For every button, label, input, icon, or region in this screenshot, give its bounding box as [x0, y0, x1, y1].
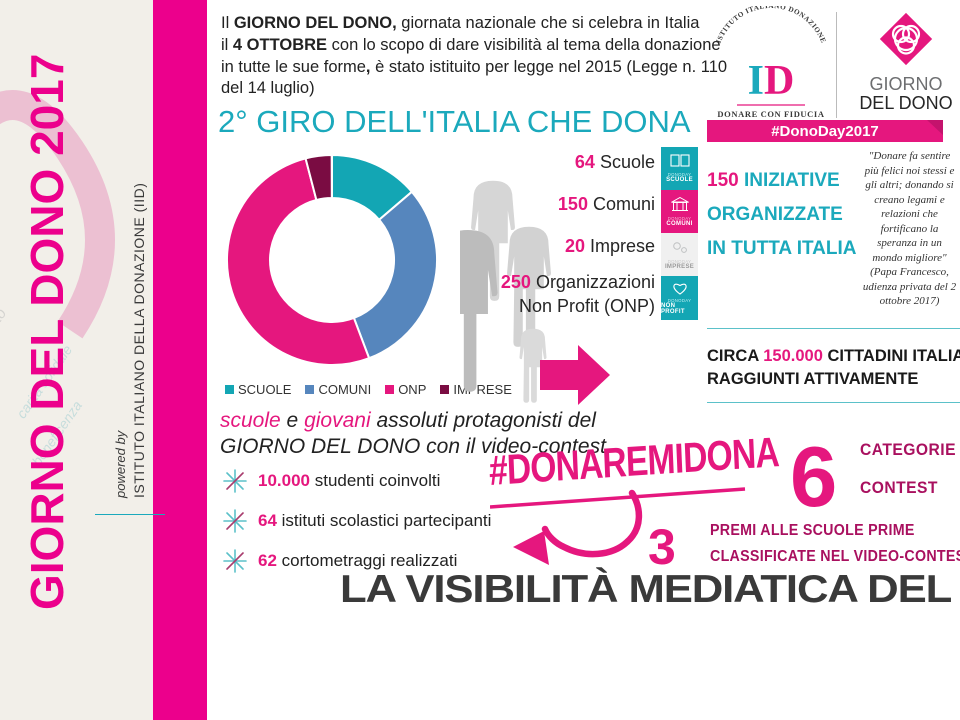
svg-text:ISTITUTO ITALIANO DONAZIONE: ISTITUTO ITALIANO DONAZIONE: [715, 6, 828, 44]
svg-text:ID: ID: [748, 58, 795, 104]
svg-text:volontariato: volontariato: [0, 305, 10, 378]
svg-text:DONARE CON FIDUCIA: DONARE CON FIDUCIA: [717, 109, 824, 119]
